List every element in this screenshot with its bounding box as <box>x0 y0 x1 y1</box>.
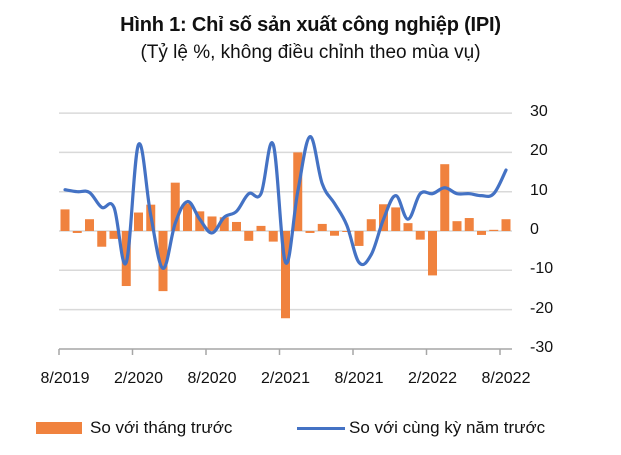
legend-bar-label: So với tháng trước <box>90 418 233 437</box>
bar <box>452 221 462 231</box>
bar <box>489 229 499 231</box>
bar <box>183 203 192 231</box>
legend-line-label: So với cùng kỳ năm trước <box>349 418 546 437</box>
bar <box>60 209 70 231</box>
bar <box>391 207 401 231</box>
bar <box>403 223 413 231</box>
y-tick-label: -10 <box>530 260 554 278</box>
bar <box>170 182 180 231</box>
x-tick-label: 8/2020 <box>187 370 237 387</box>
x-tick-label: 8/2021 <box>334 370 384 387</box>
bar <box>330 231 339 236</box>
bar <box>232 221 241 231</box>
bar <box>501 219 511 231</box>
bar <box>207 216 217 231</box>
bar <box>72 231 82 233</box>
bar <box>219 217 229 231</box>
x-tick-label: 2/2020 <box>114 370 163 387</box>
x-tick-label: 8/2019 <box>40 370 90 387</box>
bar <box>268 231 278 242</box>
bar <box>256 225 266 231</box>
x-tick-label: 2/2021 <box>261 370 310 387</box>
y-tick-label: -20 <box>530 299 554 317</box>
bar <box>317 223 327 231</box>
bar <box>428 231 437 276</box>
bar <box>109 231 119 239</box>
y-tick-label: -30 <box>530 338 554 356</box>
yoy-line <box>63 135 508 270</box>
y-tick-label: 20 <box>530 142 548 160</box>
bar <box>366 219 376 231</box>
legend-item-line: So với cùng kỳ năm trước <box>297 418 545 438</box>
legend-item-bar: So với tháng trước <box>36 418 232 438</box>
x-tick-label: 2/2022 <box>408 370 457 387</box>
bar <box>244 231 254 241</box>
y-tick-label: 0 <box>530 221 539 238</box>
bar <box>85 219 94 231</box>
y-tick-label: 30 <box>530 103 548 121</box>
chart-title: Hình 1: Chỉ số sản xuất công nghiệp (IPI… <box>120 14 501 36</box>
bar <box>342 231 352 232</box>
legend-line-swatch-icon <box>297 426 345 430</box>
bar <box>464 218 474 231</box>
y-tick-label: 10 <box>530 181 548 199</box>
bar <box>415 231 425 240</box>
bar <box>97 231 107 247</box>
bar <box>158 231 168 292</box>
bar <box>305 231 315 233</box>
bar <box>477 231 486 235</box>
x-tick-label: 8/2022 <box>481 370 531 387</box>
legend-bar-swatch-icon <box>36 422 82 434</box>
bar <box>440 164 450 231</box>
chart-subtitle: (Tỷ lệ %, không điều chỉnh theo mùa vụ) <box>140 42 481 63</box>
bar <box>281 231 290 319</box>
bar <box>134 212 143 231</box>
bar <box>354 231 364 246</box>
